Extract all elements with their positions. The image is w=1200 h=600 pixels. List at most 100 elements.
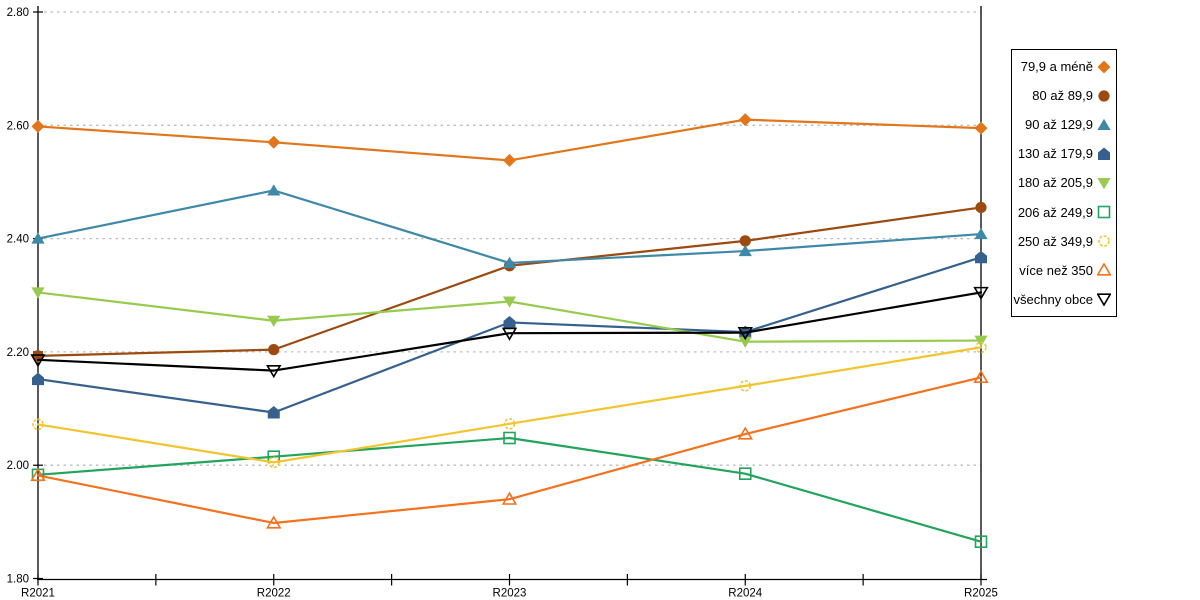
marker-triangle-down-open-icon	[973, 286, 989, 301]
legend-label: 130 až 179,9	[1017, 146, 1093, 162]
marker-triangle-up-open-icon	[973, 369, 989, 383]
marker-pentagon-icon	[267, 406, 280, 419]
x-tick-label: R2021	[21, 588, 55, 600]
marker-triangle-down-icon	[267, 315, 281, 327]
marker-triangle-up-icon	[738, 244, 752, 257]
marker-diamond-icon	[974, 121, 988, 135]
y-tick-label: 1.80	[7, 574, 29, 586]
legend-marker-circle-icon	[1098, 90, 1110, 102]
marker-diamond-icon	[31, 119, 45, 133]
y-tick-label: 2.20	[7, 347, 29, 359]
y-tick-label: 2.00	[7, 460, 29, 472]
legend-marker-triangle-up-icon	[1097, 118, 1111, 130]
marker-triangle-up-open-icon	[30, 467, 46, 481]
legend-marker-triangle-down-icon	[1097, 177, 1111, 190]
series-5	[31, 431, 988, 548]
legend-marker-circle-open-icon	[1098, 235, 1110, 248]
marker-triangle-up-icon	[502, 256, 517, 268]
series-7	[30, 369, 989, 529]
series-3	[32, 250, 987, 419]
legend-label: 206 až 249,9	[1017, 204, 1093, 220]
legend-item-3: 130 až 179,9	[1012, 140, 1116, 168]
legend-item-5: 206 až 249,9	[1012, 198, 1116, 226]
marker-pentagon-icon	[1098, 147, 1110, 160]
series-1	[32, 201, 987, 362]
marker-triangle-up-open-icon	[501, 491, 518, 505]
marker-triangle-up-icon	[267, 184, 281, 196]
legend-marker-triangle-up-open-icon	[1097, 263, 1111, 276]
marker-triangle-down-open-icon	[737, 327, 753, 341]
series-line	[36, 376, 983, 525]
marker-circle-icon	[1098, 90, 1110, 102]
series-line	[36, 256, 983, 414]
marker-square-open-icon	[738, 467, 752, 480]
marker-circle-open-icon	[1098, 235, 1110, 248]
marker-square-open-icon	[1097, 205, 1111, 219]
marker-triangle-down-open-icon	[266, 364, 282, 379]
marker-triangle-up-open-icon	[266, 515, 282, 529]
marker-circle-open-icon	[267, 456, 280, 469]
x-tick-label: R2024	[728, 588, 762, 600]
marker-triangle-up-icon	[31, 232, 45, 244]
marker-triangle-down-icon	[974, 335, 988, 347]
marker-diamond-icon	[738, 113, 752, 127]
marker-pentagon-icon	[503, 315, 516, 329]
marker-pentagon-icon	[975, 250, 987, 264]
legend-label: 250 až 349,9	[1017, 233, 1093, 249]
legend-item-1: 80 až 89,9	[1012, 82, 1116, 110]
marker-square-open-icon	[974, 535, 988, 548]
marker-diamond-icon	[1097, 60, 1111, 74]
marker-triangle-up-open-icon	[1097, 263, 1111, 276]
series-0	[31, 113, 988, 167]
marker-circle-open-icon	[975, 341, 987, 354]
y-tick-label: 2.80	[7, 7, 29, 19]
series-line	[36, 436, 983, 543]
x-tick-label: R2023	[493, 588, 527, 600]
legend: 79,9 a méně 80 až 89,9 90 až 129,9 130 a…	[1011, 49, 1117, 317]
series-4	[31, 287, 988, 348]
y-tick-label: 2.40	[7, 234, 29, 246]
marker-triangle-down-open-icon	[1097, 293, 1111, 307]
marker-triangle-down-open-icon	[30, 354, 46, 368]
series-2	[31, 184, 988, 268]
legend-marker-pentagon-icon	[1098, 147, 1110, 160]
legend-item-2: 90 až 129,9	[1012, 111, 1116, 139]
marker-triangle-down-icon	[31, 287, 45, 299]
legend-item-6: 250 až 349,9	[1012, 227, 1116, 255]
legend-item-0: 79,9 a méně	[1012, 53, 1116, 81]
marker-circle-icon	[975, 201, 987, 214]
marker-triangle-down-open-icon	[501, 327, 518, 341]
marker-triangle-down-icon	[738, 336, 752, 348]
x-tick-label: R2025	[964, 588, 998, 600]
marker-triangle-down-icon	[502, 296, 517, 308]
legend-marker-square-open-icon	[1097, 205, 1111, 219]
series-8	[30, 286, 989, 379]
marker-triangle-up-open-icon	[737, 426, 753, 440]
legend-marker-diamond-icon	[1097, 60, 1111, 74]
y-tick-label: 2.60	[7, 120, 29, 132]
marker-triangle-up-icon	[974, 227, 988, 240]
marker-circle-icon	[739, 235, 751, 247]
marker-triangle-down-icon	[1097, 177, 1111, 190]
x-tick-label: R2022	[257, 588, 291, 600]
marker-circle-icon	[32, 350, 44, 362]
marker-circle-open-icon	[32, 418, 44, 431]
marker-triangle-up-icon	[1097, 118, 1111, 130]
marker-diamond-icon	[503, 153, 516, 167]
legend-label: všechny obce	[1013, 291, 1094, 307]
legend-label: více než 350	[1019, 262, 1093, 278]
marker-pentagon-icon	[32, 372, 44, 386]
marker-diamond-icon	[267, 135, 281, 149]
series-line	[36, 346, 983, 464]
marker-circle-icon	[268, 344, 280, 356]
marker-square-open-icon	[503, 431, 516, 445]
legend-item-8: všechny obce	[1012, 285, 1116, 313]
gridlines	[44, 11, 981, 466]
marker-circle-open-icon	[739, 380, 752, 392]
legend-item-4: 180 až 205,9	[1012, 169, 1116, 197]
legend-item-7: více než 350	[1012, 256, 1116, 284]
legend-label: 180 až 205,9	[1017, 175, 1093, 191]
legend-label: 80 až 89,9	[1032, 88, 1093, 104]
legend-label: 79,9 a méně	[1020, 59, 1093, 75]
